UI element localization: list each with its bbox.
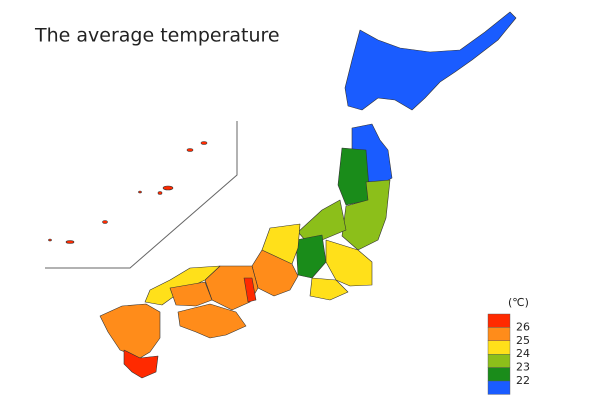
- legend-unit: (℃): [508, 296, 529, 309]
- island: [48, 238, 52, 242]
- legend-swatch: [487, 380, 511, 395]
- prefecture: [309, 277, 349, 301]
- legend-swatch: [487, 327, 511, 341]
- prefecture: [243, 277, 257, 303]
- legend-label: 25: [516, 334, 530, 347]
- legend-swatch: [487, 313, 511, 328]
- island: [138, 190, 142, 194]
- island: [102, 220, 108, 224]
- prefecture: [177, 303, 247, 339]
- legend-swatch: [487, 354, 511, 368]
- legend-swatch: [487, 367, 511, 382]
- island: [200, 141, 208, 145]
- legend-label: 23: [516, 361, 530, 374]
- prefecture: [123, 349, 159, 379]
- prefecture: [169, 281, 213, 307]
- prefectures: [48, 11, 517, 379]
- legend-label: 26: [516, 320, 530, 333]
- prefecture: [344, 11, 517, 111]
- map-title: The average temperature: [34, 25, 280, 47]
- prefecture: [325, 239, 373, 287]
- prefecture: [337, 147, 371, 206]
- island: [162, 185, 174, 191]
- prefecture: [99, 303, 161, 359]
- legend-label: 22: [516, 374, 530, 387]
- prefecture: [144, 265, 221, 306]
- island: [65, 240, 75, 244]
- island: [186, 148, 194, 152]
- prefecture: [295, 234, 327, 279]
- prefecture: [204, 265, 259, 311]
- legend-swatch: [487, 340, 511, 355]
- inset-border: [45, 121, 238, 269]
- legend-label: 24: [516, 347, 530, 360]
- island: [157, 191, 163, 195]
